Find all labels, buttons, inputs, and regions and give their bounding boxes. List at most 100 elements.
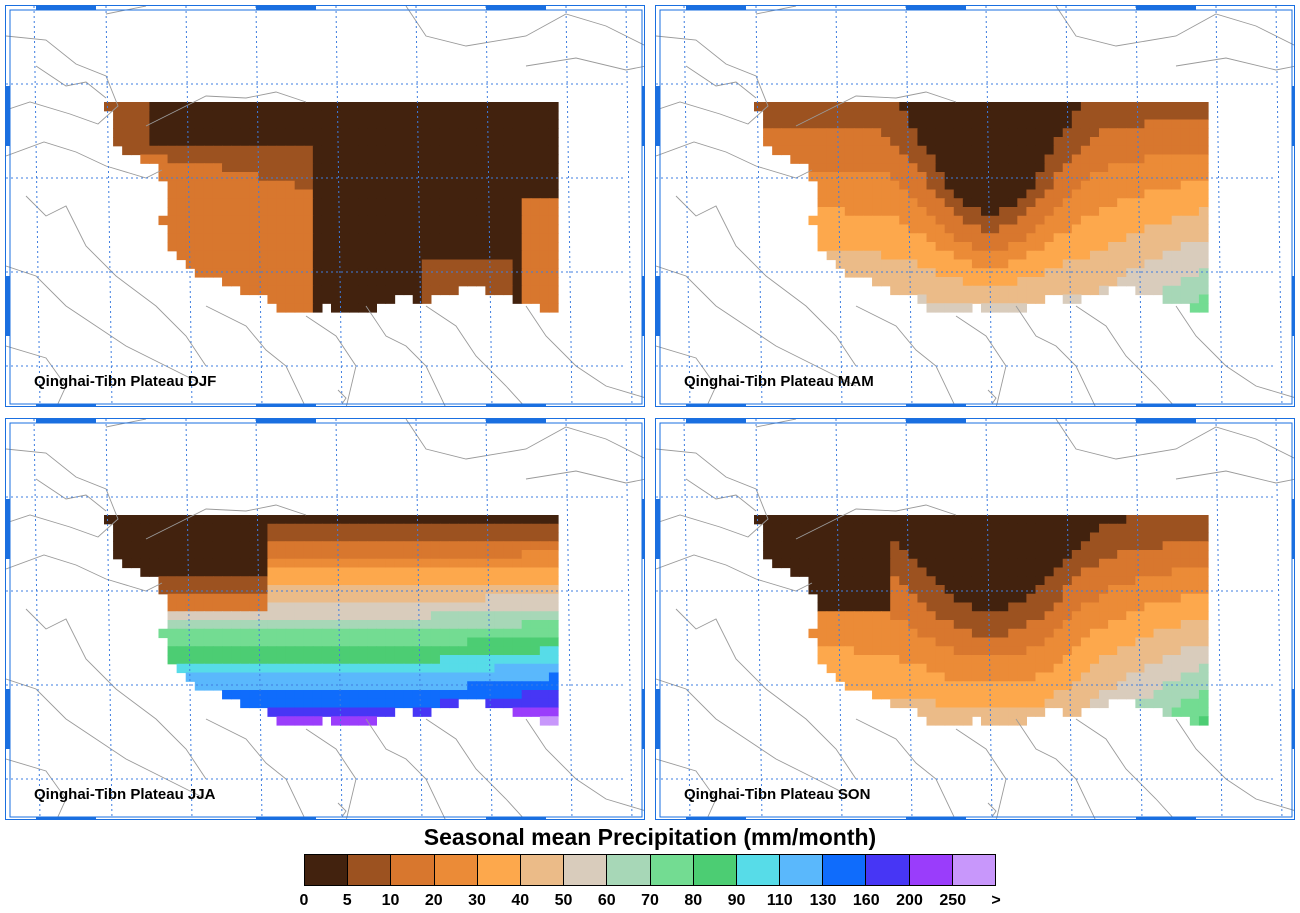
country-border <box>656 554 813 592</box>
panel-djf: Qinghai-Tibn Plateau DJF <box>5 5 645 407</box>
precip-cell <box>981 611 991 621</box>
precip-cell <box>971 698 982 709</box>
precip-cell <box>817 628 828 639</box>
precip-cell <box>358 110 368 121</box>
precip-cell <box>467 585 477 595</box>
precip-cell <box>835 207 846 217</box>
precip-cell <box>926 602 937 612</box>
precip-cell <box>240 128 250 138</box>
precip-cell <box>1117 690 1127 700</box>
precip-cell <box>403 250 414 261</box>
precip-cell <box>908 567 919 577</box>
precip-cell <box>312 681 323 691</box>
precip-cell <box>1062 707 1073 717</box>
precip-cell <box>790 558 800 569</box>
precip-cell <box>1089 207 1100 217</box>
precip-cell <box>1080 602 1091 612</box>
precip-cell <box>990 646 1000 656</box>
precip-cell <box>872 119 882 129</box>
precip-cell <box>799 102 810 112</box>
precip-cell <box>862 102 873 112</box>
precip-cell <box>358 145 368 156</box>
precip-cell <box>953 207 964 217</box>
precip-cell <box>1044 646 1055 656</box>
precip-cell <box>1017 585 1027 595</box>
precip-cell <box>476 277 486 287</box>
precip-cell <box>817 655 828 665</box>
precip-cell <box>1071 515 1082 525</box>
precip-cell <box>790 137 800 147</box>
precip-cell <box>548 611 559 621</box>
precip-cell <box>203 655 214 665</box>
precip-cell <box>1017 224 1027 234</box>
precip-cell <box>294 224 305 234</box>
precip-cell <box>212 259 223 269</box>
precip-cell <box>403 646 414 656</box>
precip-cell <box>1099 690 1109 700</box>
precip-cell <box>1035 128 1046 138</box>
precip-cell <box>203 602 214 612</box>
precip-cell <box>1071 541 1082 551</box>
precip-cell <box>521 277 532 287</box>
precip-cell <box>521 602 532 612</box>
precip-cell <box>1099 585 1109 595</box>
precip-cell <box>349 550 359 560</box>
precip-cell <box>485 567 496 577</box>
precip-cell <box>872 259 882 269</box>
precip-cell <box>808 163 819 173</box>
precip-cell <box>1198 303 1209 313</box>
precip-cell <box>176 576 187 586</box>
precip-cell <box>890 550 900 560</box>
precip-cell <box>321 611 332 621</box>
precip-cell <box>1171 259 1182 269</box>
precip-cell <box>971 663 982 674</box>
precip-cell <box>1162 663 1173 674</box>
precip-cell <box>1171 672 1182 682</box>
precip-cell <box>890 532 900 542</box>
precip-cell <box>449 655 459 665</box>
precip-cell <box>167 550 178 560</box>
precip-cell <box>158 145 169 156</box>
precip-cell <box>926 690 937 700</box>
precip-cell <box>1180 110 1191 121</box>
precip-cell <box>285 285 296 296</box>
precip-cell <box>1099 207 1109 217</box>
precip-cell <box>439 163 450 173</box>
precip-cell <box>1089 137 1100 147</box>
precip-cell <box>294 207 305 217</box>
precip-cell <box>862 198 873 208</box>
precip-cell <box>294 628 305 639</box>
precip-cell <box>521 698 532 709</box>
precip-cell <box>303 707 314 717</box>
precip-cell <box>276 585 287 595</box>
precip-cell <box>835 242 846 252</box>
precip-cell <box>1180 259 1191 269</box>
precip-cell <box>476 576 486 586</box>
precip-cell <box>1144 119 1155 129</box>
meridian-line <box>105 419 113 819</box>
meridian-line <box>1065 6 1073 406</box>
precip-cell <box>331 154 341 164</box>
precip-cell <box>176 154 187 164</box>
precip-cell <box>303 672 314 682</box>
precip-cell <box>294 233 305 243</box>
precip-cell <box>449 137 459 147</box>
precip-cell <box>249 637 259 647</box>
precip-cell <box>113 550 123 560</box>
precip-cell <box>826 145 837 156</box>
precip-cell <box>439 611 450 621</box>
precip-cell <box>971 585 982 595</box>
precip-cell <box>908 637 919 647</box>
precip-cell <box>1162 523 1173 534</box>
precip-cell <box>385 611 396 621</box>
precip-cell <box>1071 523 1082 534</box>
precip-cell <box>494 207 505 217</box>
precip-cell <box>908 532 919 542</box>
precip-cell <box>926 628 937 639</box>
precip-cell <box>439 628 450 639</box>
precip-cell <box>203 620 214 630</box>
precip-cell <box>503 172 514 182</box>
precip-cell <box>1008 259 1018 269</box>
precip-cell <box>521 628 532 639</box>
precip-cell <box>240 663 250 674</box>
